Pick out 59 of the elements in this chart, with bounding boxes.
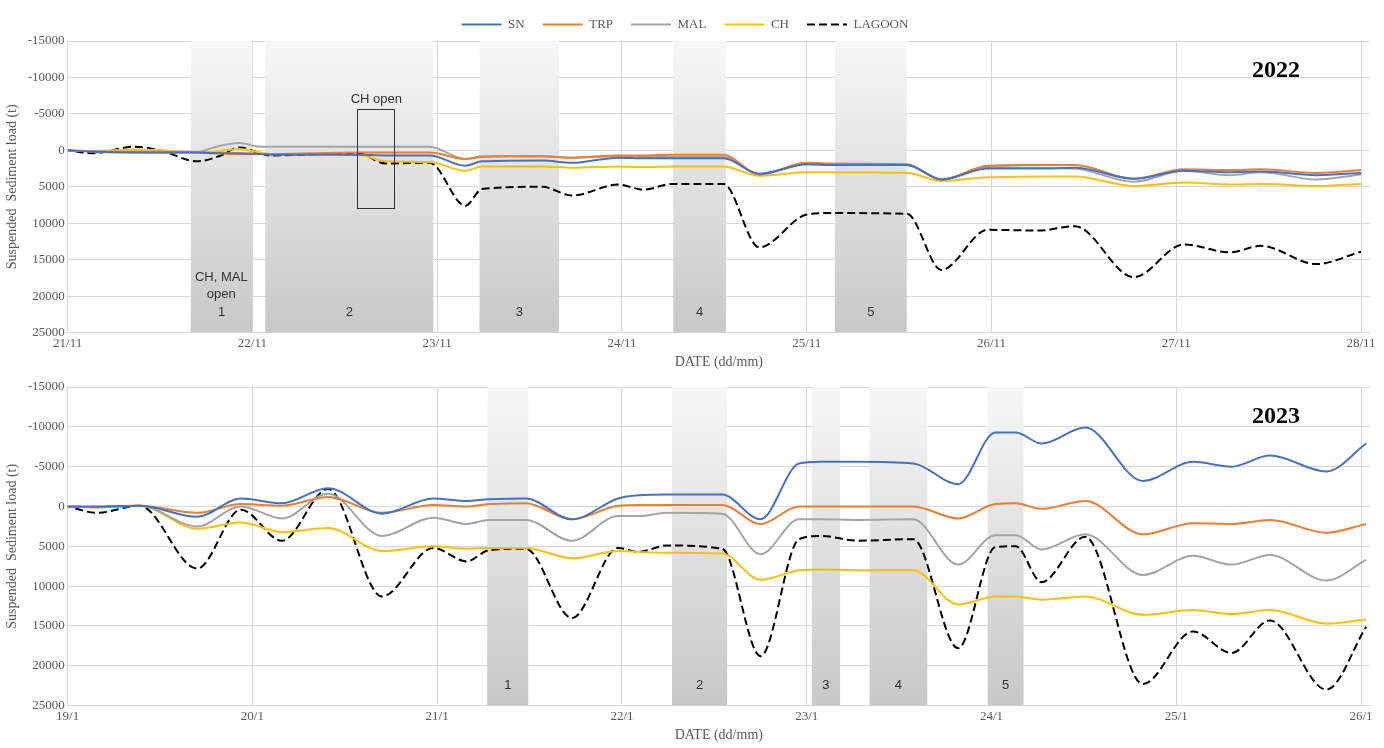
band-label: 5 (867, 304, 875, 320)
legend-label: LAGOON (853, 15, 910, 31)
line-series (67, 495, 1368, 536)
y-tick-label: -10000 (27, 418, 65, 434)
y-tick-label: -15000 (27, 378, 65, 394)
x-tick-label: 25/1 (1164, 707, 1188, 723)
y-axis-title: Suspended Sediment load (t) (4, 104, 21, 270)
y-tick-label: 5000 (38, 178, 65, 194)
y-tick-label: 20000 (32, 287, 65, 303)
y-tick-label: 10000 (32, 577, 65, 593)
y-tick-label: 20000 (32, 657, 65, 673)
x-tick-label: 23/1 (795, 707, 819, 723)
y-tick-label: -5000 (34, 105, 65, 121)
y-tick-label: -15000 (27, 32, 65, 48)
y-tick-label: 15000 (32, 617, 65, 633)
x-axis-title: DATE (dd/mm) (674, 727, 764, 744)
y-tick-label: 0 (58, 141, 65, 157)
legend-label: TRP (589, 15, 614, 31)
x-tick-label: 22/1 (610, 707, 634, 723)
band-label: 3 (515, 304, 523, 320)
x-tick-label: 26/1 (1349, 707, 1373, 723)
y-tick-label: 25000 (32, 324, 65, 340)
band-label: 1 (504, 677, 512, 693)
line-series (67, 487, 1368, 691)
band-label: 1 (217, 304, 226, 320)
band-label: 2 (695, 677, 704, 693)
x-axis-title: DATE (dd/mm) (674, 354, 764, 371)
legend-label: MAL (677, 15, 707, 31)
annotation: 2023 (1252, 402, 1300, 429)
annotation: CH, MAL open (194, 269, 248, 302)
band-label: 4 (695, 304, 704, 320)
x-tick-label: 24/11 (607, 334, 637, 350)
x-tick-label: 25/11 (792, 334, 822, 350)
band-label: 5 (1001, 677, 1010, 693)
y-axis-title: Suspended Sediment load (t) (4, 463, 21, 629)
x-tick-label: 28/11 (1346, 334, 1376, 350)
y-tick-label: 0 (58, 497, 65, 513)
annotation: CH open (350, 90, 402, 106)
legend-label: CH (770, 15, 790, 31)
y-tick-label: -10000 (27, 68, 65, 84)
y-tick-label: 10000 (32, 214, 65, 230)
x-tick-label: 26/11 (976, 334, 1007, 350)
annotation: 2022 (1252, 56, 1300, 83)
y-tick-label: 15000 (32, 251, 65, 267)
y-tick-label: -5000 (34, 458, 65, 474)
x-tick-label: 23/11 (422, 334, 452, 350)
band-label: 4 (894, 677, 903, 693)
x-tick-label: 24/1 (979, 707, 1004, 723)
y-tick-label: 5000 (38, 537, 65, 553)
x-tick-label: 21/1 (425, 707, 449, 723)
x-tick-label: 22/11 (237, 334, 267, 350)
y-tick-label: 25000 (32, 697, 65, 713)
band-label: 3 (822, 677, 830, 693)
x-tick-label: 20/1 (240, 707, 264, 723)
line-series (67, 426, 1368, 521)
band-label: 2 (345, 304, 353, 320)
line-series (67, 149, 1363, 181)
legend-label: SN (508, 15, 526, 31)
x-tick-label: 27/11 (1161, 334, 1191, 350)
